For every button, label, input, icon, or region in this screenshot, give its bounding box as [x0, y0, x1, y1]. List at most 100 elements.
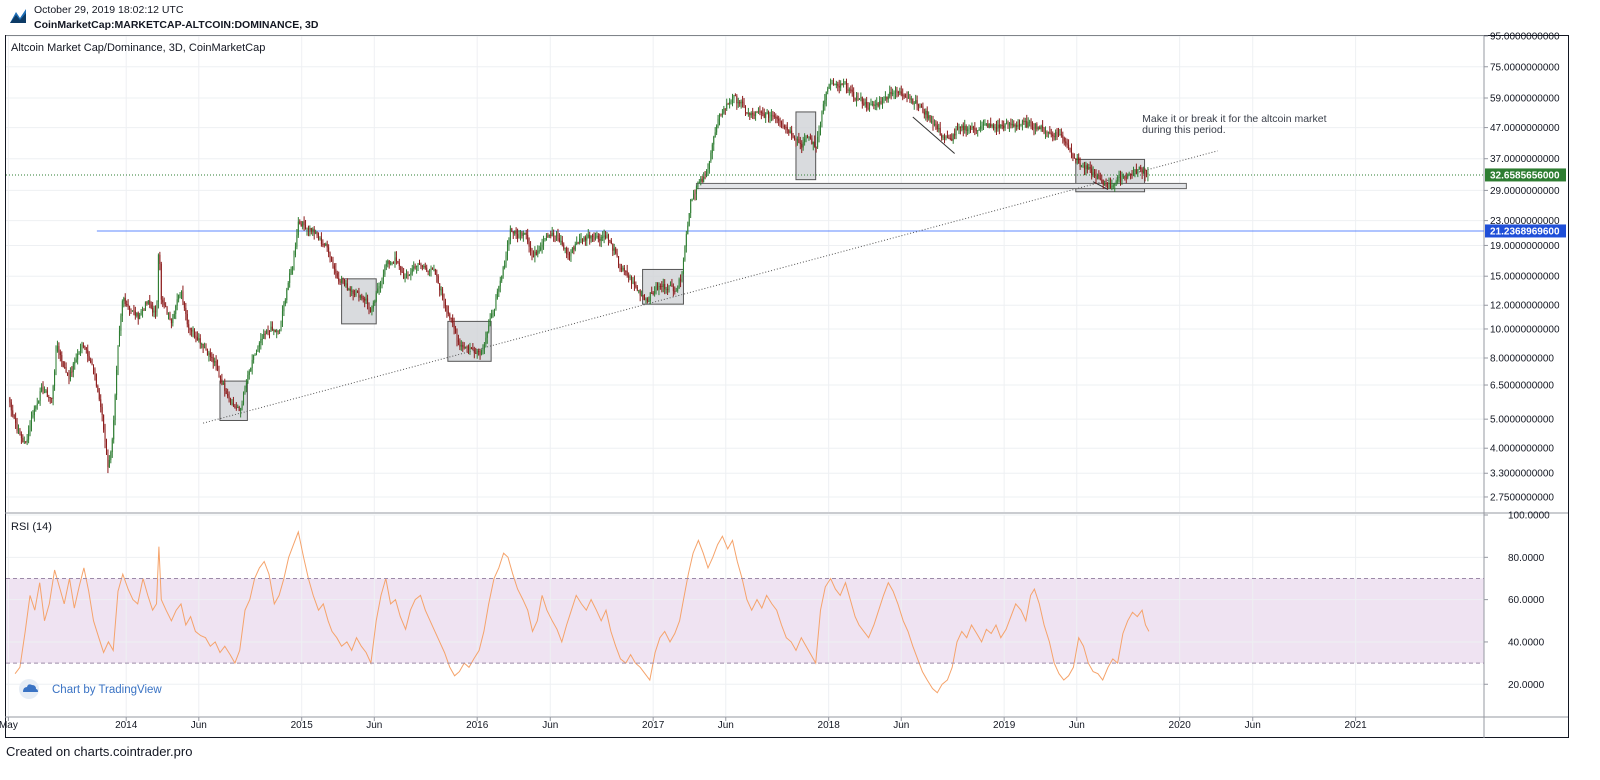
- candle-body: [995, 126, 997, 130]
- candle-body: [307, 227, 309, 231]
- candle-body: [1013, 124, 1015, 127]
- candle-body: [879, 101, 881, 107]
- candle-body: [85, 347, 87, 350]
- candle-body: [32, 415, 34, 418]
- candle-body: [560, 240, 562, 242]
- candle-body: [548, 234, 550, 237]
- candle-body: [789, 130, 791, 133]
- candle-body: [1114, 183, 1116, 186]
- candle-body: [45, 390, 47, 393]
- candle-body: [1011, 124, 1013, 126]
- candle-body: [840, 83, 842, 88]
- candle-body: [905, 96, 907, 98]
- candle-body: [303, 221, 305, 226]
- candle-body: [893, 92, 895, 94]
- candle-body: [1010, 122, 1012, 126]
- candle-body: [1086, 165, 1088, 170]
- candle-body: [297, 221, 299, 236]
- candle-body: [785, 126, 787, 128]
- candle-body: [1073, 157, 1075, 159]
- time-axis-tick-label: Jun: [1069, 720, 1085, 731]
- candle-body: [1124, 176, 1126, 178]
- candle-body: [195, 335, 197, 338]
- candle-body: [388, 260, 390, 265]
- candle-body: [450, 317, 452, 319]
- candle-body: [586, 237, 588, 241]
- candle-body: [316, 231, 318, 236]
- candle-body: [1033, 127, 1035, 129]
- candle-body: [328, 247, 330, 254]
- price-axis-tick-label: 6.5000000000: [1490, 381, 1554, 392]
- candle-body: [424, 265, 426, 268]
- candle-body: [830, 84, 832, 86]
- candle-body: [766, 112, 768, 114]
- candle-body: [359, 295, 361, 298]
- candle-body: [762, 112, 764, 114]
- candle-body: [1043, 127, 1045, 134]
- candle-body: [1095, 173, 1097, 180]
- candle-body: [1112, 185, 1114, 187]
- candle-body: [753, 114, 755, 116]
- candle-body: [1017, 124, 1019, 127]
- price-axis-tick-label: 37.0000000000: [1490, 154, 1560, 165]
- candle-body: [408, 274, 410, 276]
- candle-body: [564, 247, 566, 249]
- candle-body: [618, 256, 620, 265]
- candle-body: [227, 393, 229, 397]
- time-axis-tick-label: 2021: [1344, 720, 1367, 731]
- candle-body: [202, 343, 204, 348]
- candle-body: [306, 227, 308, 230]
- candle-body: [952, 134, 954, 141]
- candle-body: [804, 138, 806, 143]
- candle-body: [697, 183, 699, 188]
- candle-body: [55, 351, 57, 372]
- candle-body: [740, 101, 742, 104]
- candle-body: [80, 347, 82, 353]
- candle-body: [827, 88, 829, 92]
- candle-body: [1029, 121, 1031, 123]
- candle-body: [129, 306, 131, 310]
- candle-body: [962, 125, 964, 131]
- candle-body: [491, 313, 493, 319]
- candle-body: [67, 372, 69, 375]
- candle-body: [641, 295, 643, 297]
- candle-body: [512, 231, 514, 234]
- candle-body: [283, 304, 285, 312]
- candle-body: [967, 129, 969, 132]
- candle-body: [896, 89, 898, 93]
- candle-body: [819, 121, 821, 132]
- candle-body: [241, 403, 243, 409]
- candle-body: [170, 319, 172, 324]
- candle-body: [519, 232, 521, 234]
- candle-body: [760, 111, 762, 113]
- candle-body: [993, 125, 995, 129]
- candle-body: [64, 367, 66, 369]
- candle-body: [531, 250, 533, 257]
- candle-body: [964, 126, 966, 131]
- candle-body: [374, 301, 376, 303]
- candle-body: [221, 379, 223, 385]
- candle-body: [277, 330, 279, 332]
- candle-body: [752, 113, 754, 115]
- candle-body: [329, 253, 331, 258]
- candle-body: [244, 388, 246, 393]
- candle-body: [724, 108, 726, 110]
- candle-body: [949, 138, 951, 140]
- annotation-text: during this period.: [1142, 124, 1225, 136]
- candle-body: [553, 232, 555, 236]
- candle-body: [511, 228, 513, 232]
- candle-body: [108, 459, 110, 468]
- candle-body: [1039, 127, 1041, 130]
- candle-body: [651, 292, 653, 294]
- candle-body: [1004, 123, 1006, 129]
- candle-body: [638, 290, 640, 292]
- candle-body: [77, 353, 79, 360]
- candle-body: [570, 253, 572, 257]
- candle-body: [332, 259, 334, 266]
- candle-body: [28, 430, 30, 440]
- candle-body: [33, 408, 35, 416]
- candle-body: [1042, 125, 1044, 128]
- candle-body: [394, 257, 396, 264]
- candle-body: [922, 106, 924, 113]
